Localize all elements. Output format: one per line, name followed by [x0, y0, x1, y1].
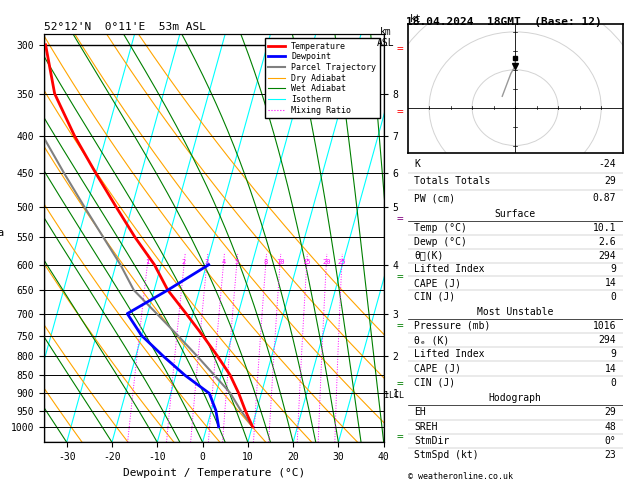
Text: =: = [396, 214, 403, 224]
Text: Most Unstable: Most Unstable [477, 307, 554, 317]
Text: 18.04.2024  18GMT  (Base: 12): 18.04.2024 18GMT (Base: 12) [406, 17, 601, 27]
Text: 0: 0 [610, 292, 616, 302]
Text: 52°12'N  0°11'E  53m ASL: 52°12'N 0°11'E 53m ASL [44, 22, 206, 32]
Text: =: = [396, 379, 403, 389]
Text: CIN (J): CIN (J) [414, 292, 455, 302]
Text: 4: 4 [221, 259, 226, 265]
Y-axis label: hPa: hPa [0, 228, 4, 238]
Text: 2.6: 2.6 [599, 237, 616, 247]
Text: 294: 294 [599, 335, 616, 345]
Text: =: = [396, 44, 403, 53]
Text: 0.87: 0.87 [593, 193, 616, 203]
Text: 9: 9 [610, 349, 616, 359]
Text: CIN (J): CIN (J) [414, 378, 455, 388]
Text: 20: 20 [322, 259, 330, 265]
Text: Dewp (°C): Dewp (°C) [414, 237, 467, 247]
Text: 2: 2 [182, 259, 186, 265]
Text: Totals Totals: Totals Totals [414, 176, 491, 186]
Text: Lifted Index: Lifted Index [414, 349, 484, 359]
Text: -24: -24 [599, 159, 616, 169]
Text: 294: 294 [599, 251, 616, 260]
Text: StmDir: StmDir [414, 436, 449, 446]
Text: 25: 25 [338, 259, 346, 265]
Text: Temp (°C): Temp (°C) [414, 223, 467, 233]
Text: 10.1: 10.1 [593, 223, 616, 233]
Text: =: = [396, 433, 403, 442]
Text: 14: 14 [604, 278, 616, 288]
Text: 1016: 1016 [593, 321, 616, 331]
Text: Surface: Surface [494, 209, 536, 219]
Text: SREH: SREH [414, 422, 438, 432]
Text: © weatheronline.co.uk: © weatheronline.co.uk [408, 472, 513, 481]
Text: EH: EH [414, 407, 426, 417]
Text: 14: 14 [604, 364, 616, 374]
Text: 8: 8 [264, 259, 268, 265]
Text: 29: 29 [604, 176, 616, 186]
Text: 10: 10 [276, 259, 284, 265]
Text: 1LCL: 1LCL [384, 391, 404, 399]
Text: PW (cm): PW (cm) [414, 193, 455, 203]
Text: Pressure (mb): Pressure (mb) [414, 321, 491, 331]
Text: CAPE (J): CAPE (J) [414, 364, 461, 374]
Text: CAPE (J): CAPE (J) [414, 278, 461, 288]
Text: =: = [396, 321, 403, 330]
Text: 0: 0 [610, 378, 616, 388]
Legend: Temperature, Dewpoint, Parcel Trajectory, Dry Adiabat, Wet Adiabat, Isotherm, Mi: Temperature, Dewpoint, Parcel Trajectory… [265, 38, 379, 118]
Text: =: = [396, 272, 403, 282]
Text: 29: 29 [604, 407, 616, 417]
Text: StmSpd (kt): StmSpd (kt) [414, 451, 479, 460]
Text: 1: 1 [145, 259, 150, 265]
Text: =: = [396, 107, 403, 117]
Text: km
ASL: km ASL [377, 27, 394, 48]
Text: θᴄ(K): θᴄ(K) [414, 251, 443, 260]
X-axis label: Dewpoint / Temperature (°C): Dewpoint / Temperature (°C) [123, 468, 305, 478]
Text: 0°: 0° [604, 436, 616, 446]
Text: Hodograph: Hodograph [489, 393, 542, 403]
Text: 15: 15 [303, 259, 311, 265]
Text: Lifted Index: Lifted Index [414, 264, 484, 275]
Text: 23: 23 [604, 451, 616, 460]
Text: K: K [414, 159, 420, 169]
Text: 9: 9 [610, 264, 616, 275]
Text: 48: 48 [604, 422, 616, 432]
Text: kt: kt [409, 14, 421, 24]
Text: 3: 3 [204, 259, 209, 265]
Text: 5: 5 [235, 259, 239, 265]
Text: θₑ (K): θₑ (K) [414, 335, 449, 345]
